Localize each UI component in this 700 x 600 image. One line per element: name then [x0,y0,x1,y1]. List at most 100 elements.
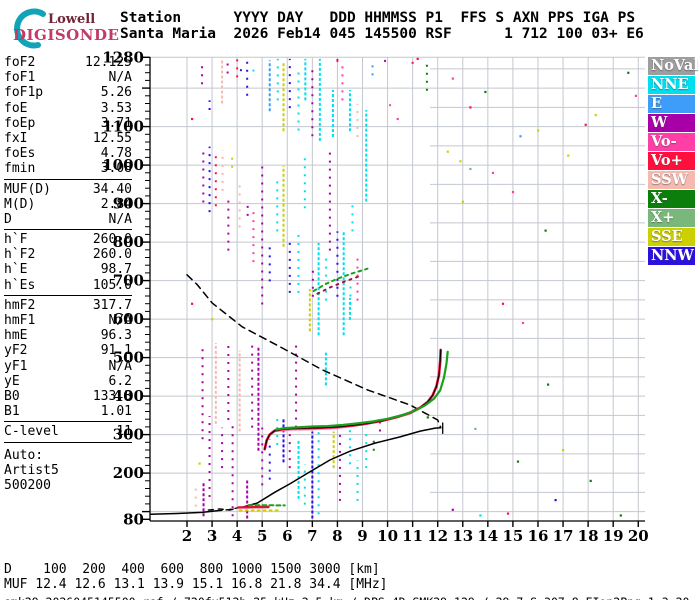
file-info-line: smk29_2026045145500.rsf / 720fx512h 25 k… [4,595,689,600]
legend-item-vo-: Vo- [648,133,695,151]
param-label: M(D) [4,196,36,212]
param-label: hmF2 [4,297,36,313]
legend-item-sse: SSE [648,228,695,246]
svg-text:400: 400 [113,387,144,405]
param-label: foF1 [4,70,36,86]
param-row-fxi: fxI 12.55 [4,131,132,146]
param-label: yE [4,373,20,389]
svg-text:500: 500 [113,349,144,367]
param-label: h`Es [4,277,36,293]
param-value: 12.125 [85,55,132,70]
param-value: N/A [108,358,132,374]
legend-item-e: E [648,95,695,113]
param-label: h`E [4,262,28,278]
svg-text:20: 20 [628,527,649,545]
svg-text:8: 8 [332,527,342,545]
legend-item-x-: X- [648,190,695,208]
scaled-parameters-panel: foF2 12.125 foF1 N/A foF1p 5.26 foE 3.53 foEp 3.7… [4,55,132,493]
digisonde-arc-icon [14,8,46,49]
param-row-hes: h`Es 105.0 [4,278,132,293]
svg-text:700: 700 [113,272,144,290]
panel-separator [4,421,132,423]
legend-item-ssw: SSW [648,171,695,189]
svg-text:80: 80 [123,510,144,528]
svg-text:12: 12 [427,527,448,545]
param-label: foE [4,100,28,116]
param-value: 3.53 [100,100,132,116]
svg-text:3: 3 [207,527,217,545]
svg-text:14: 14 [477,527,498,545]
logo-digisonde-text: DIGISONDE [13,26,120,44]
autoscaler-line: Artist5 [4,462,59,478]
param-value: N/A [108,313,132,328]
param-row-fof1: foF1 N/A [4,70,132,85]
direction-color-legend: NoVal NNE E W Vo- Vo+ SSW X- X+ SSE NNW [648,57,699,266]
param-row-foe: foE 3.53 [4,101,132,116]
svg-text:6: 6 [282,527,292,545]
panel-separator [4,178,132,180]
param-label: yF2 [4,343,28,359]
muf-row: MUF 12.4 12.6 13.1 13.9 15.1 16.8 21.8 3… [4,577,388,592]
panel-separator [4,441,132,443]
svg-text:2: 2 [182,527,192,545]
svg-text:4: 4 [232,527,242,545]
param-value: N/A [108,211,132,227]
param-row-hme: hmE 96.3 [4,328,132,343]
param-value: 4.78 [100,146,132,162]
param-row-b0: B0 133.3 [4,389,132,404]
distance-row: D 100 200 400 600 800 1000 1500 3000 [km… [4,562,380,577]
svg-text:13: 13 [452,527,473,545]
header-field-values: Santa Maria 2026 Feb14 045 145500 RSF 1 … [120,26,644,42]
param-value: 11 [116,424,132,440]
param-label: B0 [4,388,20,404]
param-row-fmin: fmin 3.08 [4,161,132,176]
param-value: 34.40 [92,181,132,197]
param-value: 12.55 [92,130,132,146]
svg-text:10: 10 [377,527,398,545]
param-row-mufd: MUF(D) 34.40 [4,182,132,197]
svg-text:9: 9 [357,527,367,545]
legend-item-x+: X+ [648,209,695,227]
legend-item-vo+: Vo+ [648,152,695,170]
param-row-ye: yE 6.2 [4,374,132,389]
param-label: foF1p [4,85,44,101]
param-value: 6.2 [108,373,132,389]
header-field-names: Station YYYY DAY DDD HHMMSS P1 FFS S AXN… [120,10,636,26]
param-label: hmE [4,328,28,344]
autoscaler-line: 500200 [4,477,51,493]
svg-text:1280: 1280 [102,48,144,66]
param-value: 260.0 [92,232,132,248]
svg-text:18: 18 [578,527,599,545]
svg-text:200: 200 [113,464,144,482]
svg-text:1000: 1000 [102,156,144,174]
param-row-b1: B1 1.01 [4,404,132,419]
param-row-md: M(D) 2.84 [4,197,132,212]
param-row-hf: h`F 260.0 [4,232,132,247]
legend-item-w: W [648,114,695,132]
param-value: 317.7 [92,297,132,313]
legend-item-nne: NNE [648,76,695,94]
svg-text:19: 19 [603,527,624,545]
param-row-clevel: C-level 11 [4,424,132,439]
param-label: fmin [4,161,36,177]
svg-text:15: 15 [502,527,523,545]
param-value: 96.3 [100,328,132,344]
param-value: 105.0 [92,277,132,293]
param-label: h`F [4,232,28,248]
param-label: foEp [4,115,36,131]
param-row-yf1: yF1 N/A [4,359,132,374]
param-label: foF2 [4,55,36,70]
lowell-digisonde-logo: Lowell DIGISONDE [4,2,124,50]
svg-text:1100: 1100 [102,118,144,136]
svg-text:600: 600 [113,310,144,328]
param-row-hmf2: hmF2 317.7 [4,298,132,313]
param-row-fof2: foF2 12.125 [4,55,132,70]
param-row-fof1p: foF1p 5.26 [4,85,132,100]
autoscaler-line: Auto: [4,447,44,463]
param-row-hmf1: hmF1 N/A [4,313,132,328]
svg-text:7: 7 [307,527,317,545]
param-label: MUF(D) [4,181,51,197]
logo-lowell-text: Lowell [48,12,96,27]
